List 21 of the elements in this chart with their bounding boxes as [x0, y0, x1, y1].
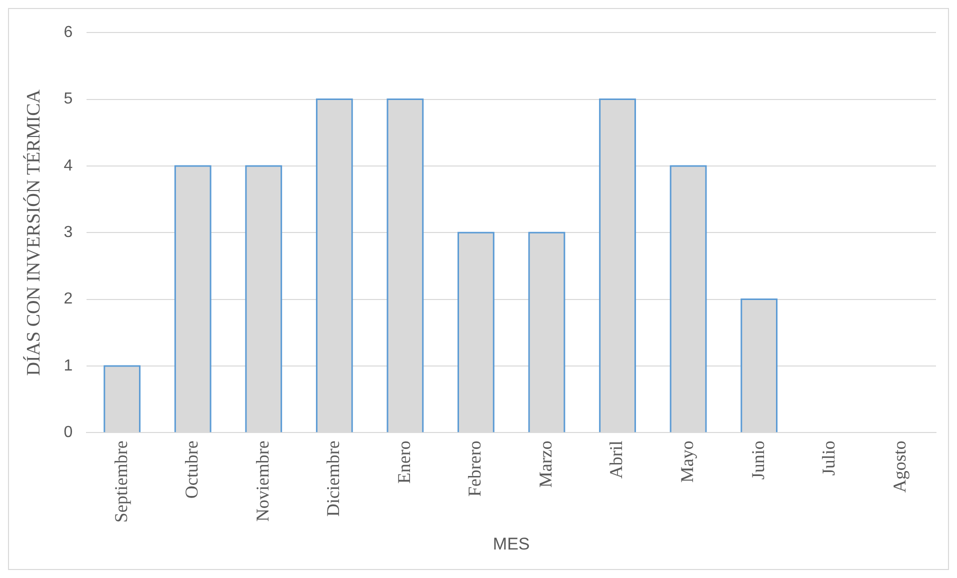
x-axis-title: MES [492, 534, 530, 554]
y-tick-label: 5 [64, 90, 73, 108]
y-tick-label: 3 [64, 224, 73, 242]
x-tick-label: Julio [818, 440, 839, 476]
x-tick-label: Septiembre [110, 440, 131, 523]
y-axis-title: DÍAS CON INVERSIÓN TÉRMICA [22, 89, 44, 376]
x-tick-label: Diciembre [323, 440, 344, 517]
x-tick-label: Agosto [889, 440, 910, 493]
x-tick-label: Noviembre [252, 440, 272, 522]
x-tick-label: Abril [606, 440, 626, 479]
y-tick-label: 0 [64, 424, 73, 442]
x-tick-label: Marzo [535, 440, 556, 488]
y-tick-label: 1 [64, 357, 73, 374]
x-tick-label: Octubre [182, 440, 202, 499]
x-tick-label: Junio [748, 440, 768, 480]
x-tick-label: Mayo [677, 440, 698, 483]
x-tick-label: Enero [394, 440, 414, 484]
x-tick-label: Febrero [464, 440, 485, 497]
y-tick-label: 4 [64, 157, 73, 174]
y-tick-label: 2 [64, 290, 73, 308]
y-tick-label: 6 [64, 24, 73, 42]
